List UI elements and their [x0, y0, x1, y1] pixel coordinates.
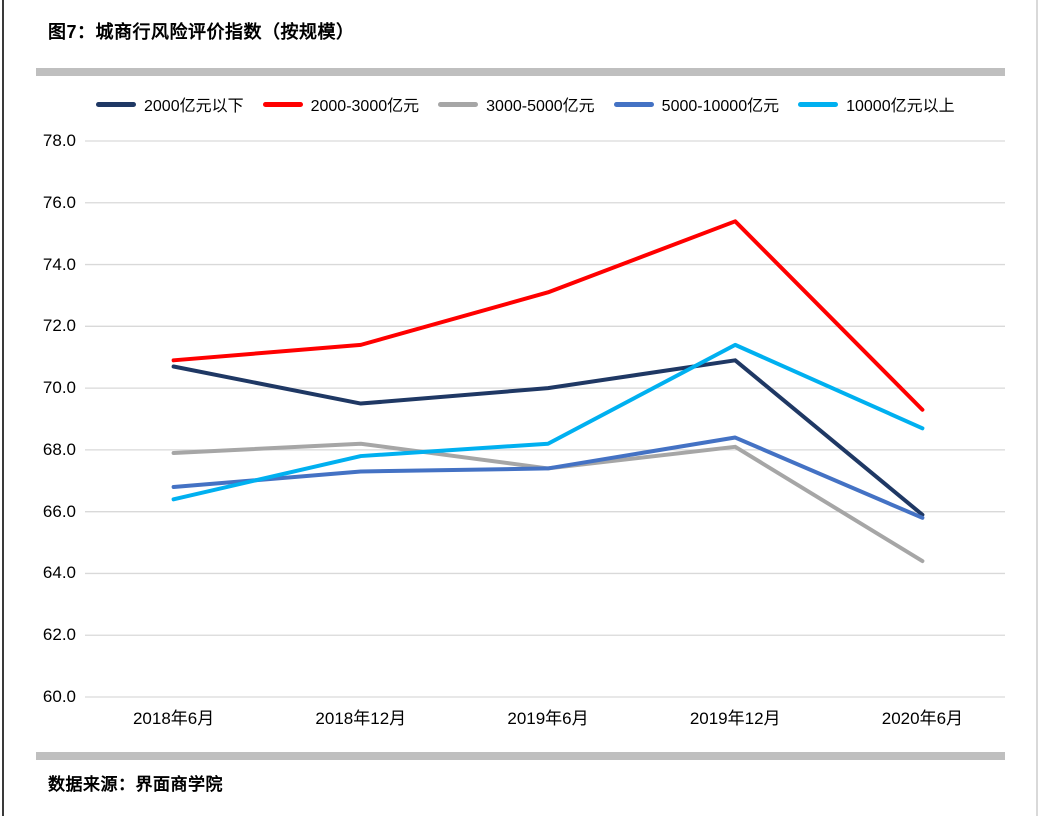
- legend-swatch-icon: [613, 101, 654, 107]
- series-line-2000-3000亿元: [171, 219, 925, 412]
- legend-swatch-icon: [262, 101, 303, 107]
- legend-swatch-icon: [798, 101, 839, 107]
- y-tick-label: 66.0: [42, 501, 76, 521]
- legend-label: 2000亿元以下: [144, 98, 244, 115]
- top-divider: [36, 68, 1005, 76]
- series-line-3000-5000亿元: [171, 441, 925, 564]
- x-tick-label: 2018年12月: [315, 709, 407, 728]
- bottom-divider: [36, 752, 1005, 760]
- legend-swatch-icon: [438, 101, 479, 107]
- y-tick-label: 76.0: [42, 192, 76, 212]
- x-tick-label: 2020年6月: [881, 709, 964, 728]
- legend-item: 2000亿元以下: [96, 92, 244, 116]
- series-line-2000亿元以下: [171, 358, 925, 517]
- legend: 2000亿元以下 2000-3000亿元 3000-5000亿元 5000-10000…: [96, 92, 955, 116]
- y-tick-label: 78.0: [42, 131, 76, 150]
- series-line-10000亿元以上: [171, 342, 925, 502]
- legend-label: 3000-5000亿元: [486, 98, 595, 115]
- x-tick-label: 2019年6月: [507, 709, 589, 728]
- y-tick-label: 62.0: [42, 625, 76, 645]
- series-line-5000-10000亿元: [171, 435, 925, 520]
- legend-item: 5000-10000亿元: [613, 92, 780, 116]
- y-tick-label: 72.0: [42, 316, 76, 336]
- right-border: [1036, 0, 1038, 816]
- y-tick-label: 74.0: [42, 254, 76, 274]
- y-tick-label: 68.0: [42, 439, 76, 459]
- legend-label: 2000-3000亿元: [310, 98, 420, 115]
- y-tick-label: 64.0: [42, 563, 76, 583]
- legend-item: 10000亿元以上: [798, 92, 955, 116]
- legend-swatch-icon: [96, 101, 136, 107]
- legend-label: 10000亿元以上: [846, 98, 955, 115]
- data-source: 数据来源：界面商学院: [48, 775, 223, 794]
- y-tick-label: 60.0: [42, 687, 76, 706]
- x-tick-label: 2018年6月: [132, 709, 215, 728]
- legend-item: 3000-5000亿元: [438, 92, 595, 116]
- legend-label: 5000-10000亿元: [661, 98, 780, 115]
- left-border: [2, 0, 4, 816]
- legend-item: 2000-3000亿元: [262, 92, 420, 116]
- y-tick-label: 70.0: [42, 378, 76, 398]
- chart-title: 图7：城商行风险评价指数（按规模）: [48, 22, 355, 42]
- x-tick-label: 2019年12月: [689, 709, 781, 728]
